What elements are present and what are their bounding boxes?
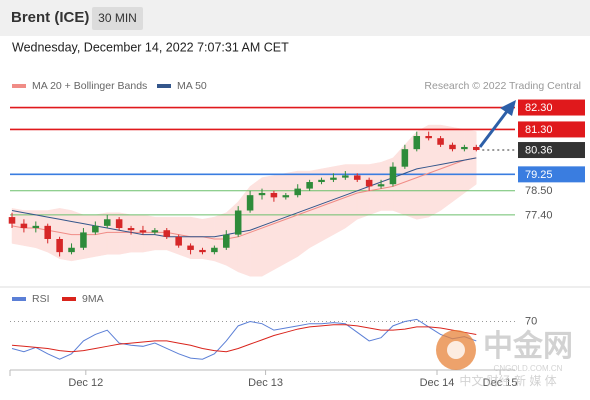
bollinger-band: [118, 212, 132, 255]
candle-body: [234, 210, 242, 235]
candle-body: [187, 245, 194, 250]
source: Research © 2022 Trading Central: [424, 80, 581, 92]
x-tick-label: Dec 12: [68, 377, 103, 389]
candle-body: [365, 179, 373, 187]
price-level-label: 81.30: [525, 124, 553, 136]
bollinger-band: [106, 212, 120, 255]
candle-body: [223, 234, 230, 248]
rsi-legend-swatch: [12, 297, 26, 301]
candle-body: [199, 249, 206, 253]
candle-body: [377, 184, 385, 187]
x-tick-label: Dec 13: [248, 377, 283, 389]
price-level-label: 80.36: [525, 144, 553, 156]
rsi-legend-swatch: [62, 297, 76, 301]
moving-average-line: [11, 157, 477, 238]
rsi-line: [11, 324, 477, 353]
rsi-line: [11, 318, 477, 360]
x-tick-label: Dec 14: [420, 377, 455, 389]
plot-area: MA 20 + Bollinger Bands MA 50 82.30 81.30 80…: [8, 80, 585, 389]
candle-body: [425, 136, 432, 139]
price-level-label: 79.25: [525, 169, 553, 181]
bollinger-band: [142, 214, 156, 253]
candle-body: [401, 149, 409, 167]
candle-body: [318, 179, 325, 183]
legend-swatch: [12, 84, 26, 88]
candle-body: [92, 225, 99, 233]
legend-swatch: [157, 84, 171, 88]
price-level-label: 78.50: [525, 185, 553, 197]
candle-body: [413, 136, 421, 150]
price-level-box: [518, 166, 585, 183]
candle-body: [437, 138, 444, 145]
rsi-tick-label: 70: [525, 315, 537, 327]
price-level-box: [518, 142, 585, 159]
arrow-shaft: [478, 109, 510, 148]
candle-body: [211, 247, 218, 253]
legend-label: MA 50: [177, 80, 207, 92]
candle-body: [103, 219, 111, 226]
candle-body: [68, 247, 75, 253]
candle-body: [389, 166, 397, 185]
candle-body: [32, 225, 40, 229]
candle-body: [473, 146, 480, 151]
bollinger-band: [23, 210, 37, 249]
candle-body: [56, 238, 63, 253]
watermark-logo-inner: [447, 341, 465, 359]
price-level-label: 82.30: [525, 102, 553, 114]
bollinger-band: [464, 129, 477, 194]
candle-body: [127, 228, 135, 231]
candle-body: [282, 195, 290, 198]
candle-body: [342, 175, 349, 178]
rsi-legend-label: 9MA: [82, 293, 104, 305]
watermark-domain: CNGOLD.COM.CN: [494, 364, 563, 373]
candle-body: [163, 230, 171, 237]
legend-label: MA 20 + Bollinger Bands: [32, 80, 147, 92]
candle-body: [151, 230, 159, 233]
price-level-label: 77.40: [525, 209, 553, 221]
candle-body: [8, 217, 16, 224]
candle-body: [330, 177, 337, 180]
rsi-legend-label: RSI: [32, 293, 50, 305]
interval-label[interactable]: 30 MIN: [98, 11, 137, 25]
arrow-head: [500, 100, 516, 116]
watermark: 中金网 CNGOLD.COM.CN 中文 财经 新 媒 体: [436, 329, 573, 388]
interval-button[interactable]: [92, 7, 143, 30]
price-level-box: [518, 99, 585, 116]
candle-body: [115, 219, 123, 229]
candle-body: [353, 175, 361, 180]
timestamp: Wednesday, December 14, 2022 7:07:31 AM …: [12, 40, 289, 54]
x-tick-label: Dec 15: [483, 377, 518, 389]
watermark-tagline: 中文 财经 新 媒 体: [459, 373, 556, 388]
candle-body: [294, 188, 301, 196]
candle-body: [258, 192, 266, 196]
candle-body: [139, 230, 147, 233]
candle-body: [20, 223, 28, 229]
candle-body: [80, 232, 87, 248]
instrument-title: Brent (ICE): [11, 9, 89, 26]
candle-body: [270, 192, 278, 198]
moving-average-line: [11, 157, 477, 240]
candle-body: [246, 195, 254, 211]
candle-body: [306, 182, 313, 189]
candle-body: [175, 236, 182, 246]
candle-body: [449, 144, 456, 150]
watermark-name: 中金网: [483, 329, 573, 363]
bollinger-band: [190, 216, 203, 259]
price-level-box: [518, 121, 585, 138]
candle-body: [461, 146, 468, 150]
candle-body: [44, 225, 51, 239]
trend-arrow: [478, 100, 516, 148]
